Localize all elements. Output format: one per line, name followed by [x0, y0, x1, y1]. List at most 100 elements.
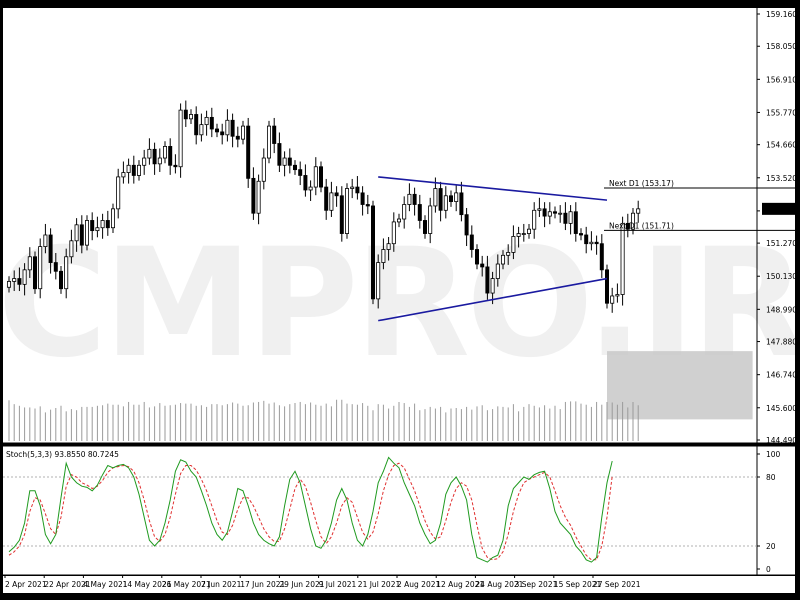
candle-bear — [230, 119, 235, 137]
candle-bear — [48, 234, 53, 263]
candle-bear — [438, 188, 443, 211]
candle-bull — [240, 125, 245, 140]
candle-bear — [303, 175, 308, 191]
candle-bull — [454, 192, 459, 202]
candle-bear — [334, 192, 339, 197]
candle-bear — [370, 205, 375, 300]
candle-bear — [33, 256, 38, 290]
trendline-upper — [378, 176, 608, 201]
candle-bull — [521, 233, 526, 235]
price-tick-label: 150.130 — [766, 272, 797, 281]
time-tick-label: 15 Sep 2021 — [554, 580, 602, 589]
candle-bear — [79, 224, 84, 246]
time-tick-label: 9 Jul 2021 — [319, 580, 357, 589]
candle-bull — [12, 278, 17, 282]
candle-bear — [459, 192, 464, 216]
candle-bear — [298, 169, 303, 176]
time-tick-label: 4 May 2021 — [83, 580, 127, 589]
indicator-tick-label: 100 — [766, 450, 781, 459]
candle-bull — [74, 224, 79, 242]
level-label: Next D1 (151.71) — [609, 221, 674, 230]
candle-bear — [105, 220, 110, 229]
candle-bear — [365, 204, 370, 207]
time-tick-label: 21 Jul 2021 — [358, 580, 401, 589]
price-tick-label: 145.600 — [766, 404, 797, 413]
candle-bear — [235, 135, 240, 140]
candle-bear — [594, 241, 599, 245]
time-tick-label: 22 Apr 2021 — [44, 580, 91, 589]
candle-bear — [209, 116, 214, 130]
candle-bear — [579, 233, 584, 236]
candle-bull — [199, 124, 204, 136]
price-tick-label: 155.770 — [766, 108, 797, 117]
price-tick-label: 151.270 — [766, 239, 797, 248]
candle-bear — [131, 164, 136, 176]
stoch-main-line — [8, 456, 613, 563]
current-price-tag — [762, 202, 798, 215]
candle-bull — [516, 233, 521, 237]
candle-bull — [282, 157, 287, 166]
candle-bear — [59, 270, 64, 290]
price-tick-label: 159.160 — [766, 10, 797, 19]
price-tick-label: 156.910 — [766, 75, 797, 84]
candle-bear — [194, 114, 199, 136]
candle-bull — [136, 164, 141, 176]
candle-bear — [272, 125, 277, 144]
candle-bear — [355, 186, 360, 194]
trendline-lower — [378, 277, 608, 322]
level-label: Next D1 (153.17) — [609, 179, 674, 188]
time-tick-label: 29 Jun 2021 — [279, 580, 324, 589]
candle-bull — [386, 243, 391, 250]
indicator-tick-label: 20 — [766, 542, 776, 551]
indicator-label: Stoch(5,3,3) 93.8550 80.7245 — [6, 450, 119, 459]
time-tick-label: 24 Aug 2021 — [475, 580, 523, 589]
candle-bull — [121, 172, 126, 178]
candle-bull — [396, 218, 401, 223]
candle-bear — [220, 131, 225, 136]
current-price-label: 152.450 — [766, 205, 797, 214]
candle-bear — [480, 263, 485, 268]
candle-bull — [547, 211, 552, 217]
candle-bull — [511, 236, 516, 253]
candle-bull — [402, 204, 407, 220]
price-tick-label: 146.740 — [766, 371, 797, 380]
candle-bull — [308, 186, 313, 191]
candle-bull — [85, 220, 90, 246]
candle-bear — [214, 128, 219, 133]
candle-bull — [615, 294, 620, 297]
candle-bear — [152, 148, 157, 165]
candle-bear — [422, 220, 427, 234]
candle-bear — [469, 234, 474, 250]
candle-bull — [350, 186, 355, 189]
candle-bear — [339, 195, 344, 234]
candle-bull — [500, 254, 505, 265]
candle-bull — [64, 256, 69, 290]
time-axis-area — [3, 576, 795, 593]
candle-bear — [173, 164, 178, 168]
price-tick-label: 144.490 — [766, 436, 797, 445]
candle-bull — [589, 241, 594, 245]
candle-bear — [277, 143, 282, 166]
candle-bear — [417, 204, 422, 221]
candle-bear — [246, 125, 251, 179]
candle-bull — [126, 164, 131, 173]
candle-bull — [506, 252, 511, 256]
candle-bull — [558, 212, 563, 215]
time-tick-label: 27 Sep 2021 — [593, 580, 641, 589]
candle-bull — [443, 195, 448, 211]
indicator-tick-label: 0 — [766, 565, 771, 574]
candle-bull — [188, 114, 193, 120]
candle-bull — [142, 157, 147, 166]
candle-bear — [485, 266, 490, 294]
candle-bear — [318, 166, 323, 188]
candle-bull — [532, 209, 537, 230]
candle-bear — [573, 211, 578, 234]
candle-bear — [599, 243, 604, 271]
indicator-tick-label: 80 — [766, 473, 776, 482]
time-tick-label: 17 Jun 2021 — [240, 580, 285, 589]
highlight-zone — [607, 351, 753, 420]
candle-bull — [527, 228, 532, 234]
candle-bull — [610, 295, 615, 304]
